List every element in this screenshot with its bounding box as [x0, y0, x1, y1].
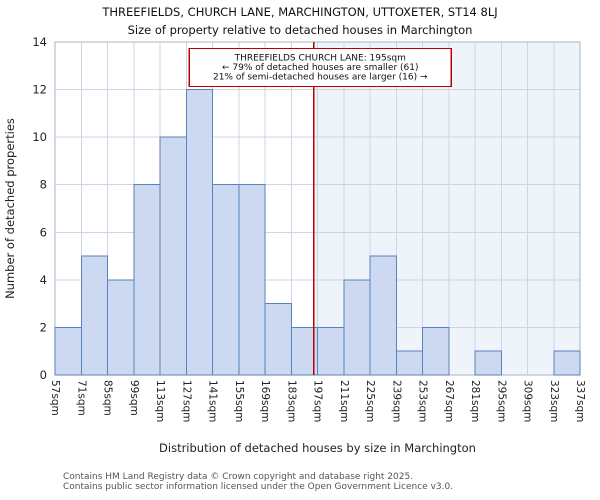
- x-tick-label: 85sqm: [102, 380, 114, 416]
- x-tick-label: 337sqm: [574, 380, 586, 422]
- x-tick-label: 183sqm: [285, 380, 297, 422]
- y-tick-label: 6: [40, 225, 47, 239]
- y-tick-label: 12: [32, 83, 47, 97]
- bar: [107, 279, 135, 376]
- marker-annotation-box: [188, 47, 452, 88]
- footer-attribution-line1: Contains HM Land Registry data © Crown c…: [63, 472, 414, 482]
- footer-attribution-line2: Contains public sector information licen…: [63, 482, 454, 492]
- x-axis-title: Distribution of detached houses by size …: [159, 441, 476, 455]
- bar: [369, 255, 397, 376]
- x-tick-label: 113sqm: [154, 380, 166, 422]
- x-tick-label: 239sqm: [390, 380, 402, 422]
- x-tick-label: 169sqm: [259, 380, 271, 422]
- bar: [159, 136, 187, 376]
- x-tick-label: 267sqm: [443, 380, 455, 422]
- x-tick-label: 211sqm: [338, 380, 350, 422]
- bar: [317, 326, 345, 376]
- marker-annotation-line: 21% of semi-detached houses are larger (…: [213, 73, 428, 83]
- marker-annotation-line: ← 79% of detached houses are smaller (61…: [222, 63, 419, 73]
- bar: [264, 303, 292, 376]
- x-tick-label: 155sqm: [233, 380, 245, 422]
- y-tick-label: 8: [40, 178, 47, 192]
- x-tick-label: 127sqm: [180, 380, 192, 422]
- bar: [474, 350, 502, 376]
- chart-subtitle: Size of property relative to detached ho…: [127, 23, 473, 37]
- x-tick-label: 197sqm: [312, 380, 324, 422]
- y-tick-label: 14: [32, 35, 47, 49]
- bar: [80, 255, 108, 376]
- bar: [212, 184, 240, 376]
- y-axis-title: Number of detached properties: [3, 118, 17, 299]
- bar: [422, 326, 450, 376]
- x-tick-label: 71sqm: [75, 380, 87, 416]
- x-tick-label: 99sqm: [128, 380, 140, 416]
- x-tick-label: 141sqm: [207, 380, 219, 422]
- bar: [185, 89, 213, 376]
- bar: [54, 326, 82, 376]
- y-tick-label: 4: [40, 273, 47, 287]
- y-tick-label: 2: [40, 320, 47, 334]
- bar: [133, 184, 161, 376]
- x-tick-label: 281sqm: [469, 380, 481, 422]
- x-tick-label: 309sqm: [522, 380, 534, 422]
- bar: [343, 279, 371, 376]
- x-tick-label: 295sqm: [495, 380, 507, 422]
- bar: [238, 184, 266, 376]
- y-tick-label: 0: [40, 368, 47, 382]
- chart-title: THREEFIELDS, CHURCH LANE, MARCHINGTON, U…: [102, 5, 498, 19]
- x-tick-label: 225sqm: [364, 380, 376, 422]
- x-tick-label: 323sqm: [548, 380, 560, 422]
- bar: [553, 350, 581, 376]
- marker-annotation-line: THREEFIELDS CHURCH LANE: 195sqm: [234, 54, 406, 64]
- x-tick-label: 253sqm: [417, 380, 429, 422]
- bar: [395, 350, 423, 376]
- x-tick-label: 57sqm: [49, 380, 61, 416]
- y-tick-label: 10: [32, 130, 47, 144]
